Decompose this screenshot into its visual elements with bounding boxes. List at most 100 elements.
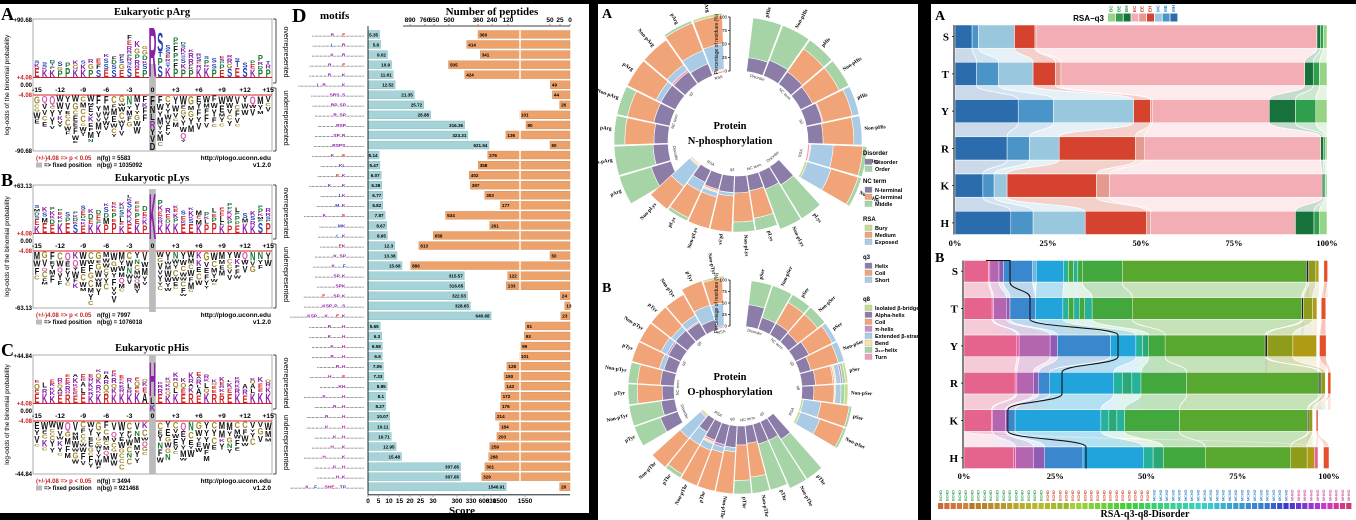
svg-text:W: W bbox=[164, 441, 171, 450]
svg-text:K: K bbox=[34, 224, 40, 235]
svg-text:pThr: pThr bbox=[741, 497, 747, 509]
svg-text:K: K bbox=[188, 67, 194, 71]
svg-text:R: R bbox=[65, 384, 71, 393]
svg-text:N: N bbox=[157, 441, 163, 451]
svg-text:90: 90 bbox=[528, 123, 534, 128]
svg-text:RSA: RSA bbox=[717, 328, 727, 335]
svg-text:Y: Y bbox=[227, 251, 233, 260]
svg-text:E: E bbox=[212, 445, 218, 451]
svg-text:Y: Y bbox=[165, 283, 171, 289]
svg-text:G: G bbox=[188, 95, 194, 108]
svg-text:V: V bbox=[104, 116, 110, 122]
svg-text:E: E bbox=[188, 222, 193, 237]
svg-text:V: V bbox=[111, 286, 116, 293]
svg-text:Alpha-helix: Alpha-helix bbox=[875, 313, 906, 319]
svg-text:V: V bbox=[111, 438, 117, 444]
svg-text:Coil: Coil bbox=[875, 320, 886, 326]
svg-text:C: C bbox=[42, 447, 48, 452]
svg-text:K: K bbox=[73, 376, 79, 385]
svg-text:Y: Y bbox=[96, 449, 101, 455]
svg-text:M: M bbox=[134, 271, 140, 276]
svg-text:H: H bbox=[940, 218, 949, 230]
svg-text:N: N bbox=[150, 104, 155, 115]
svg-text:E: E bbox=[34, 66, 39, 81]
svg-text:K: K bbox=[73, 61, 79, 67]
svg-text:Q: Q bbox=[211, 383, 218, 386]
svg-text:V: V bbox=[227, 269, 233, 275]
svg-text:K: K bbox=[142, 420, 148, 429]
svg-text:S: S bbox=[157, 29, 163, 58]
svg-text:M: M bbox=[203, 454, 209, 463]
svg-text:ECHD: ECHD bbox=[1058, 490, 1062, 501]
svg-text:BE: BE bbox=[1116, 6, 1121, 12]
svg-text:K: K bbox=[73, 284, 78, 290]
svg-text:G: G bbox=[257, 427, 263, 437]
svg-text:..............H............K..: ..............H............K............… bbox=[304, 454, 364, 460]
svg-text:E: E bbox=[96, 57, 101, 66]
svg-text:R: R bbox=[88, 59, 94, 65]
svg-text:K: K bbox=[88, 223, 94, 236]
svg-text:R: R bbox=[134, 66, 140, 70]
svg-text:K: K bbox=[111, 206, 117, 210]
svg-text:D: D bbox=[111, 60, 117, 65]
svg-text:W: W bbox=[103, 111, 111, 117]
svg-text:Y: Y bbox=[88, 426, 93, 437]
svg-text:K: K bbox=[196, 250, 202, 261]
svg-text:Q: Q bbox=[72, 258, 78, 269]
svg-text:Y: Y bbox=[73, 267, 78, 272]
svg-text:93: 93 bbox=[526, 334, 532, 339]
svg-text:+4.08: +4.08 bbox=[17, 76, 33, 82]
svg-text:P: P bbox=[65, 62, 70, 69]
svg-text:50%: 50% bbox=[1138, 471, 1155, 481]
svg-text:R: R bbox=[103, 380, 109, 386]
svg-text:W: W bbox=[211, 101, 219, 110]
svg-text:ECHD: ECHD bbox=[1121, 490, 1125, 501]
svg-text:G: G bbox=[96, 421, 102, 434]
svg-text:L: L bbox=[127, 195, 132, 198]
svg-text:Y: Y bbox=[181, 119, 186, 128]
svg-text:P: P bbox=[204, 223, 209, 236]
svg-text:M: M bbox=[119, 284, 126, 290]
svg-text:C: C bbox=[235, 124, 241, 128]
svg-text:M: M bbox=[188, 280, 194, 291]
svg-text:W: W bbox=[56, 101, 63, 111]
svg-text:E: E bbox=[135, 217, 140, 226]
svg-text:Non-pHis: Non-pHis bbox=[864, 124, 886, 132]
svg-text:K: K bbox=[149, 180, 156, 253]
svg-text:F: F bbox=[173, 61, 178, 70]
svg-text:C: C bbox=[188, 290, 194, 293]
svg-text:V: V bbox=[235, 95, 241, 108]
svg-text:..............RSP.............: ..............RSP.............. bbox=[317, 123, 364, 129]
svg-text:0: 0 bbox=[724, 324, 727, 329]
svg-text:Non-pTyr: Non-pTyr bbox=[659, 278, 677, 300]
svg-text:B: B bbox=[602, 281, 611, 296]
svg-text:W: W bbox=[164, 278, 172, 284]
svg-text:6.58: 6.58 bbox=[372, 344, 381, 349]
svg-text:S: S bbox=[104, 205, 109, 214]
svg-text:MHHD: MHHD bbox=[1347, 489, 1351, 501]
svg-text:V: V bbox=[111, 292, 117, 297]
svg-text:R: R bbox=[165, 59, 171, 63]
svg-text:R: R bbox=[96, 383, 102, 392]
svg-text:A: A bbox=[196, 387, 202, 396]
svg-text:W: W bbox=[164, 287, 171, 292]
svg-text:K: K bbox=[250, 378, 256, 381]
svg-text:BCHD: BCHD bbox=[964, 490, 968, 501]
svg-text:E: E bbox=[135, 387, 140, 390]
svg-text:Y: Y bbox=[150, 128, 156, 138]
svg-text:A: A bbox=[1, 4, 14, 24]
svg-text:MHHD: MHHD bbox=[1297, 489, 1301, 501]
svg-text:P: P bbox=[111, 211, 116, 220]
svg-text:T: T bbox=[50, 64, 55, 67]
svg-text:P: P bbox=[258, 54, 263, 63]
svg-text:..............KSP......K......: ..............KSP......K......E..K......… bbox=[290, 314, 364, 320]
svg-text:D: D bbox=[80, 216, 86, 220]
svg-text:0.00: 0.00 bbox=[20, 83, 32, 89]
svg-text:+12: +12 bbox=[239, 243, 251, 250]
svg-text:v1.2.0: v1.2.0 bbox=[253, 485, 271, 492]
svg-text:G: G bbox=[227, 435, 233, 444]
svg-text:E: E bbox=[196, 265, 201, 274]
svg-text:-4.08: -4.08 bbox=[18, 249, 32, 255]
svg-text:-4.08: -4.08 bbox=[18, 419, 32, 425]
svg-text:C: C bbox=[134, 263, 140, 272]
